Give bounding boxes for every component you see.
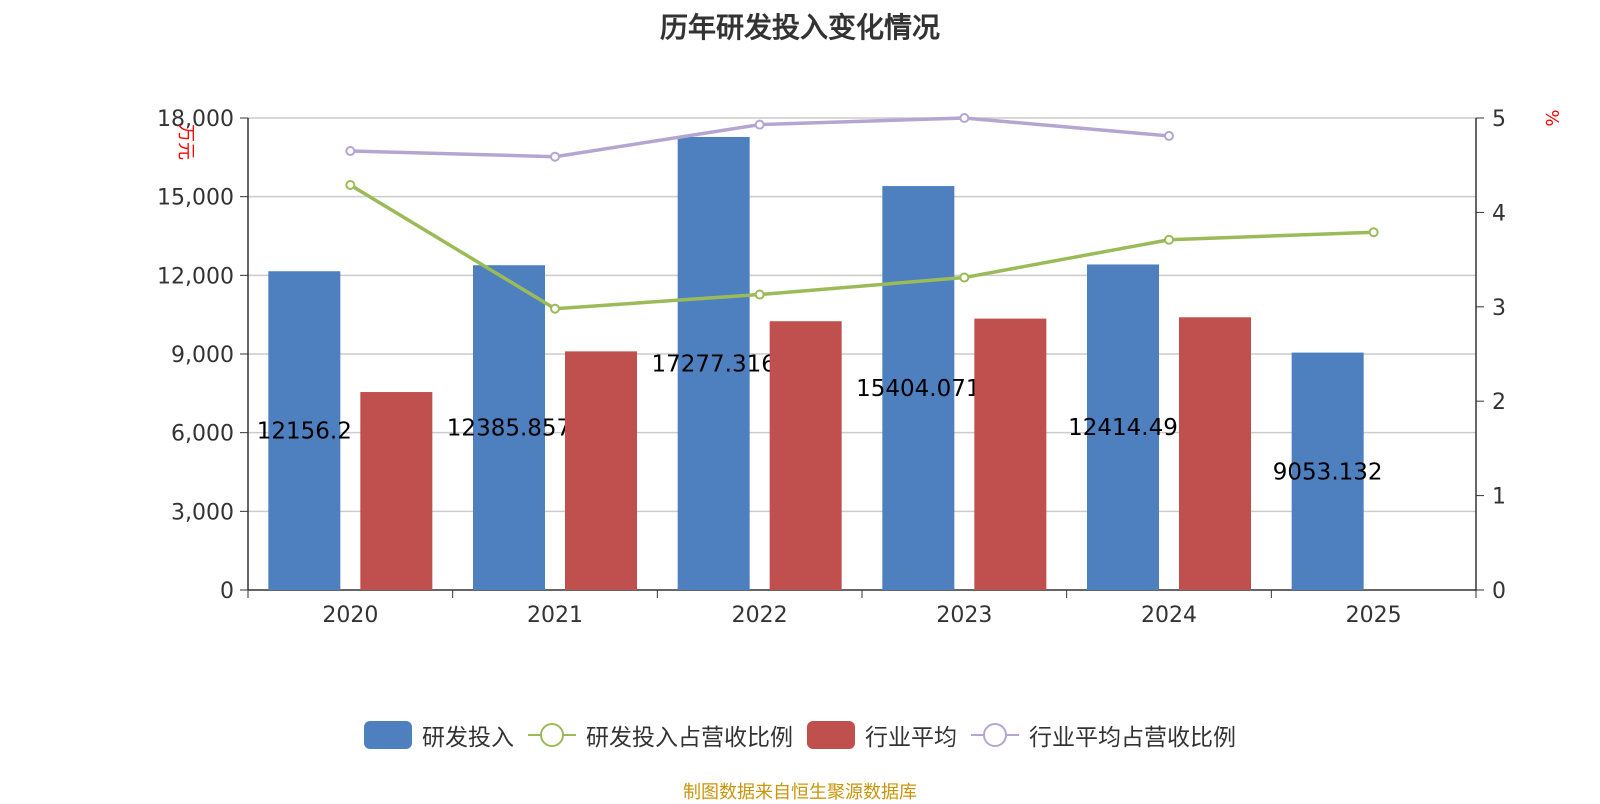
left-axis-tick-label: 18,000 [157,107,234,132]
bar-rd [882,186,955,590]
data-label-rd: 15404.071 [856,376,980,402]
x-axis-tick-label: 2021 [527,603,583,628]
x-axis-tick-label: 2023 [936,603,992,628]
legend-item-rd[interactable]: 研发投入 [364,718,514,752]
legend-label-rd-ratio: 研发投入占营收比例 [586,725,793,751]
right-axis-tick-label: 2 [1492,390,1506,415]
left-axis-tick-label: 12,000 [157,264,234,289]
bar-industry [1179,317,1251,590]
bar-rd [677,136,750,590]
point-rd-ratio [345,180,356,191]
legend-swatch-industry [807,721,855,749]
point-industry-ratio [550,151,560,162]
point-rd-ratio [550,303,560,314]
bar-rd [1087,264,1159,590]
left-axis-tick-label: 6,000 [171,422,234,447]
point-rd-ratio [754,289,765,300]
data-label-rd: 17277.316 [651,351,775,377]
right-axis-tick-label: 3 [1492,296,1506,321]
left-axis-unit: 万元 [175,124,196,160]
legend-label-industry-ratio: 行业平均占营收比例 [1029,725,1236,751]
x-axis-tick-label: 2022 [732,603,788,628]
bar-industry [360,392,433,590]
point-industry-ratio [1164,130,1174,141]
data-label-rd: 12156.2 [257,419,352,445]
point-rd-ratio [1368,227,1379,238]
line-rd-ratio [349,183,1374,311]
data-label-rd: 12414.49 [1068,415,1178,441]
right-axis-tick-label: 0 [1492,579,1506,604]
chart: 0 3,000 6,000 9,000 12,000 15,000 18,000 0 1 2 3 4 5… [157,107,1562,628]
source-note: 制图数据来自恒生聚源数据库 [683,782,917,803]
left-axis-tick-label: 9,000 [171,343,234,368]
left-axis-tick-label: 0 [220,579,234,604]
x-axis-tick-label: 2025 [1346,603,1402,628]
point-rd-ratio [1164,234,1174,245]
legend-label-industry: 行业平均 [865,725,957,751]
data-label-rd: 9053.132 [1273,459,1383,485]
point-industry-ratio [345,146,356,157]
point-industry-ratio [754,119,765,130]
chart-title: 历年研发投入变化情况 [659,11,940,44]
legend-item-industry-ratio[interactable]: 行业平均占营收比例 [971,718,1236,752]
left-axis-tick-label: 15,000 [157,186,234,211]
left-axis-tick-label: 3,000 [171,500,234,525]
legend-item-industry[interactable]: 行业平均 [807,718,957,752]
point-rd-ratio [959,272,970,283]
legend-label-rd: 研发投入 [422,725,514,751]
bar-rd [1291,352,1364,590]
right-axis-tick-label: 1 [1492,485,1506,510]
legend-swatch-industry-ratio [971,721,1019,749]
bar-rd [268,271,341,590]
right-axis-tick-label: 4 [1492,201,1506,226]
legend: 研发投入 研发投入占营收比例 行业平均 行业平均占营收比例 [0,718,1600,752]
bar-industry [769,321,842,590]
data-label-rd: 12385.857 [447,416,571,442]
bar-rd [473,265,545,590]
x-axis-tick-label: 2020 [322,603,378,628]
legend-swatch-rd [364,721,412,749]
point-industry-ratio [959,113,970,123]
legend-swatch-rd-ratio [528,721,576,749]
legend-item-rd-ratio[interactable]: 研发投入占营收比例 [528,718,793,752]
right-axis-tick-label: 5 [1492,107,1506,132]
bar-industry [974,318,1047,590]
right-axis-unit: % [1541,109,1562,126]
x-axis-tick-label: 2024 [1141,603,1197,628]
bar-industry [565,351,637,590]
